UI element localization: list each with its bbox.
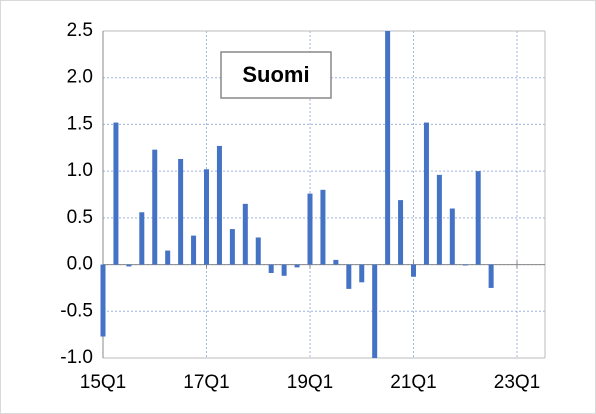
y-tick-label: 2.5: [67, 20, 93, 41]
y-tick-label: 0.0: [67, 254, 93, 275]
bar: [281, 264, 287, 276]
bar: [436, 174, 442, 265]
bar: [475, 171, 481, 265]
bar: [346, 264, 352, 289]
y-tick-label: -1.0: [60, 347, 93, 368]
bar: [242, 203, 248, 265]
bar: [411, 264, 416, 277]
bar: [216, 145, 222, 265]
bar: [229, 229, 235, 265]
bar: [191, 235, 197, 265]
bars: [100, 31, 494, 358]
bar: [294, 264, 300, 268]
bar: [165, 250, 171, 265]
bar: [307, 193, 313, 265]
title-box: [220, 51, 332, 99]
x-tick-label: 19Q1: [287, 372, 333, 393]
grid: [102, 30, 546, 359]
bar: [449, 208, 455, 265]
x-tick-label: 17Q1: [183, 372, 229, 393]
x-tick-label: 23Q1: [494, 372, 540, 393]
y-tick-label: 2.0: [67, 67, 93, 88]
bar: [359, 264, 365, 283]
bar: [268, 264, 274, 273]
bar: [139, 212, 145, 265]
bar: [178, 158, 184, 265]
bar: [126, 264, 132, 267]
bar: [113, 122, 119, 265]
x-tick-label: 21Q1: [390, 372, 436, 393]
bar: [462, 264, 468, 266]
bar: [152, 149, 158, 265]
bar: [100, 264, 106, 337]
bar: [333, 259, 339, 265]
labels: -1.0 -0.5 0.0 0.5 1.0 1.5 2.0 2.5 15Q1 17Q1 19Q1 21…: [60, 20, 540, 393]
bar: [423, 122, 429, 265]
y-tick-label: 1.0: [67, 160, 93, 181]
y-tick-label: 1.5: [67, 113, 93, 134]
bar: [488, 264, 494, 288]
x-tick-label: 15Q1: [80, 372, 126, 393]
y-tick-label: 0.5: [67, 207, 93, 228]
bar: [255, 237, 261, 265]
bar: [204, 169, 209, 265]
bar: [372, 264, 378, 358]
y-tick-label: -0.5: [60, 300, 93, 321]
chart-title: Suomi: [242, 62, 309, 87]
bar: [385, 31, 391, 265]
bar: [398, 200, 404, 265]
bar: [320, 189, 326, 265]
